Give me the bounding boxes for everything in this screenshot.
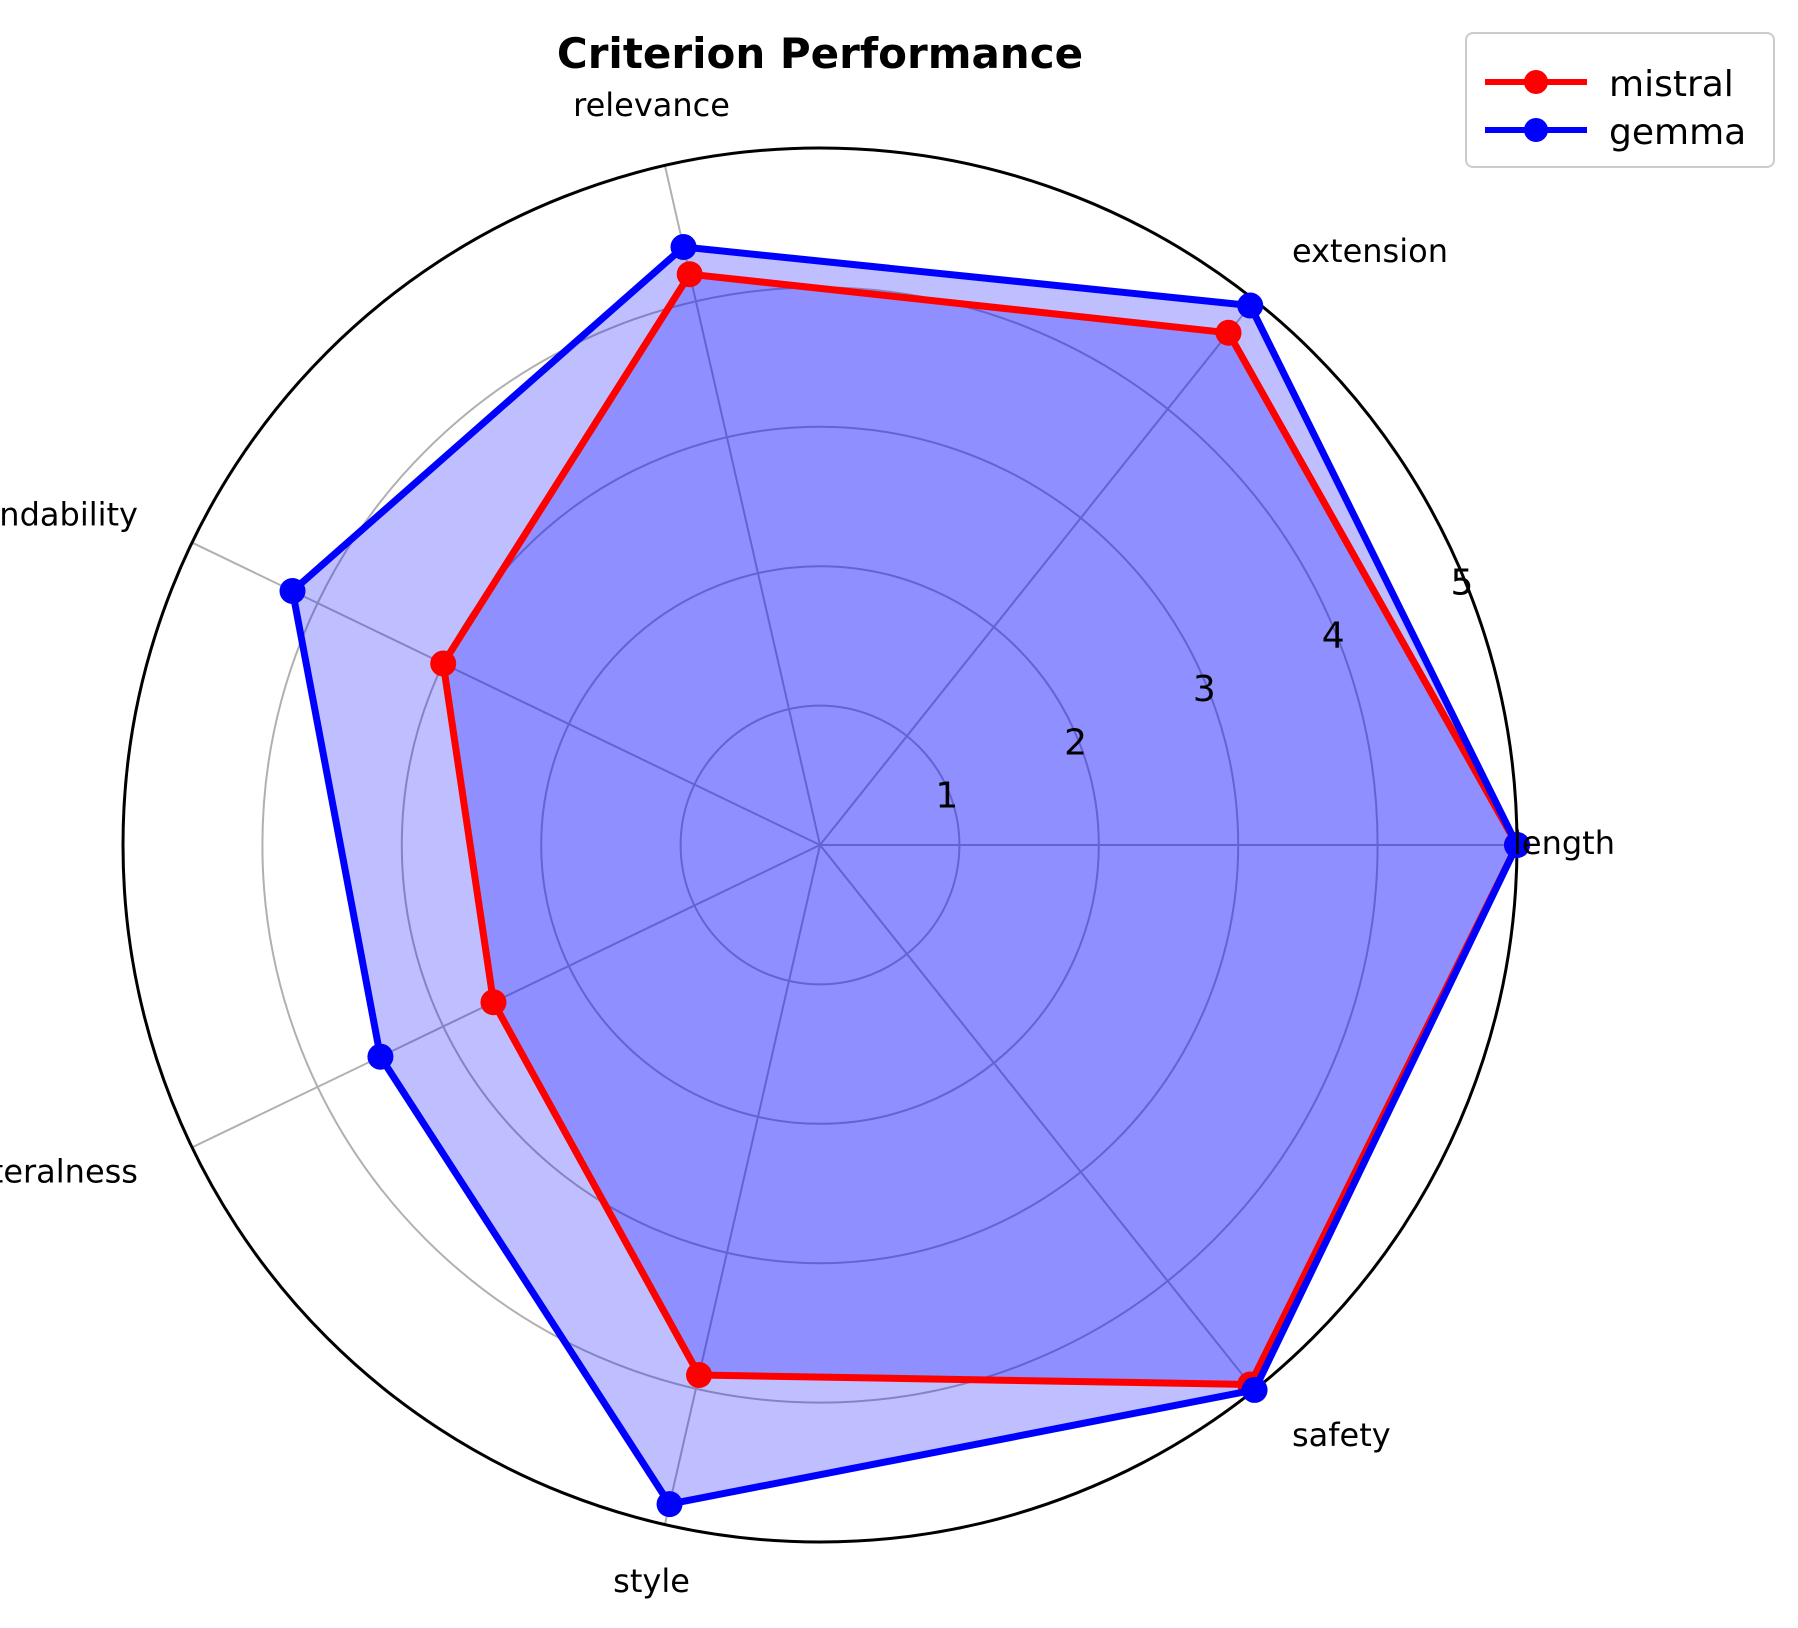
grid-spoke-extension (819, 299, 1256, 846)
grid-spoke-safety (819, 844, 1256, 1391)
legend-swatch-mistral (1485, 70, 1587, 94)
series-point-gemma-style (656, 1491, 683, 1518)
series-point-mistral-brandability (430, 650, 457, 677)
chart-title: Criterion Performance (557, 29, 1083, 78)
grid-spoke-literalness (191, 844, 821, 1149)
r-tick-label-4: 4 (1322, 616, 1345, 657)
series-point-gemma-length (1504, 832, 1530, 858)
series-point-mistral-literalness (480, 989, 507, 1016)
legend: mistral gemma (1465, 32, 1775, 168)
series-point-mistral-extension (1215, 319, 1242, 346)
series-layer (279, 234, 1530, 1518)
legend-label-mistral: mistral (1609, 64, 1734, 105)
axis-label-length: length (1513, 824, 1615, 862)
series-fill-mistral (443, 274, 1518, 1385)
series-line-gemma (289, 243, 1521, 1508)
series-point-gemma-brandability (279, 577, 306, 604)
series-point-gemma-extension (1237, 292, 1264, 319)
legend-item-gemma: gemma (1481, 110, 1761, 153)
axis-label-brandability: brandability (0, 496, 138, 534)
r-tick-label-1: 1 (935, 776, 958, 817)
label-layer: 1 2 3 4 5 length extension relevance brandabilit… (0, 86, 1615, 1600)
grid-spoke-style (663, 844, 821, 1525)
series-line-mistral (439, 270, 1521, 1388)
axis-label-literalness: literalness (0, 1152, 138, 1190)
series-point-mistral-style (686, 1362, 713, 1389)
r-tick-label-5: 5 (1450, 562, 1473, 603)
r-tick-label-2: 2 (1064, 722, 1087, 763)
series-point-gemma-relevance (670, 234, 697, 261)
axis-label-relevance: relevance (573, 86, 730, 124)
legend-item-mistral: mistral (1481, 62, 1761, 105)
axis-label-extension: extension (1292, 232, 1448, 270)
r-tick-label-3: 3 (1193, 669, 1216, 710)
axis-label-style: style (613, 1562, 690, 1600)
series-point-mistral-relevance (676, 261, 703, 288)
legend-label-gemma: gemma (1609, 112, 1747, 153)
series-point-gemma-literalness (367, 1043, 394, 1070)
axis-label-safety: safety (1292, 1416, 1391, 1454)
series-point-gemma-safety (1241, 1376, 1268, 1403)
legend-swatch-gemma (1485, 118, 1587, 142)
